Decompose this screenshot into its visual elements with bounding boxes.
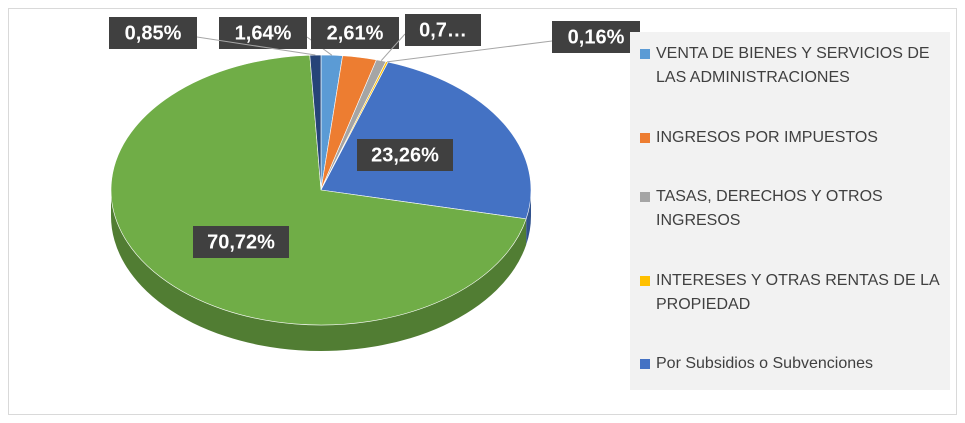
data-label: 70,72% [207,231,275,253]
legend-item: INGRESOS POR IMPUESTOS [630,126,950,150]
data-label-box [357,139,453,171]
data-label: 0,7… [419,19,467,41]
legend: VENTA DE BIENES Y SERVICIOS DE LAS ADMIN… [630,32,950,390]
data-label: 2,61% [327,22,384,44]
legend-item: INTERESES Y OTRAS RENTAS DE LA PROPIEDAD [630,269,950,317]
legend-label: VENTA DE BIENES Y SERVICIOS DE LAS ADMIN… [656,45,930,86]
slice [309,54,322,191]
legend-swatch [640,275,650,286]
legend-label: INGRESOS POR IMPUESTOS [656,128,878,146]
legend-swatch [640,192,650,202]
legend-item: TASAS, DERECHOS Y OTROS INGRESOS [630,185,950,233]
legend-label: INTERESES Y OTRAS RENTAS DE LA PROPIEDAD [656,271,939,313]
legend-swatch [640,49,650,59]
data-label: 1,64% [235,22,292,44]
legend-swatch [640,359,650,369]
data-label-box [193,226,289,258]
leader-line [380,33,406,62]
legend-label: Por Subsidios o Subvenciones [656,355,874,372]
legend-item: Por Subsidios o Subvenciones [630,352,950,376]
data-label: 0,16% [568,26,625,48]
legend-label: TASAS, DERECHOS Y OTROS INGRESOS [656,188,883,229]
data-label: 0,85% [125,22,182,44]
data-label-box [219,17,307,49]
data-label-box [405,14,481,46]
data-label-box [311,17,399,49]
legend-swatch [640,132,650,143]
leader-line [196,36,316,56]
data-label: 23,26% [371,144,439,166]
slice-side [110,190,527,352]
slice-side [526,190,531,245]
legend-item: VENTA DE BIENES Y SERVICIOS DE LAS ADMIN… [630,42,950,90]
leader-line [386,40,553,63]
data-label-box [552,21,640,53]
data-label-box [109,17,197,49]
